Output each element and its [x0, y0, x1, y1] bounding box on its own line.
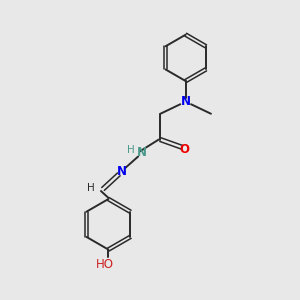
Text: N: N: [181, 95, 191, 108]
Text: HO: HO: [96, 258, 114, 271]
Text: H: H: [87, 183, 94, 193]
Text: H: H: [128, 145, 135, 155]
Text: N: N: [117, 165, 127, 178]
Text: N: N: [137, 146, 147, 160]
Text: O: O: [179, 143, 189, 156]
